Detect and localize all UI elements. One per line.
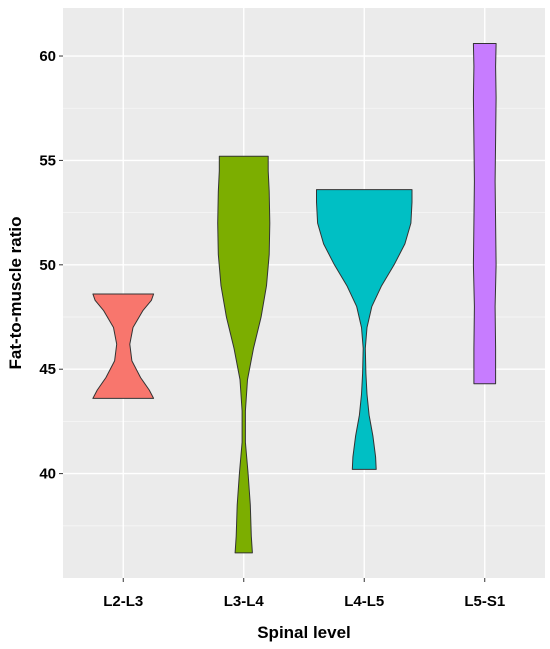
x-tick-label: L4-L5 — [344, 593, 384, 610]
x-axis: L2-L3 L3-L4 L4-L5 L5-S1 — [103, 578, 505, 610]
y-axis: 40 45 50 55 60 — [39, 48, 63, 483]
y-tick-label: 60 — [39, 48, 56, 65]
violin-l2-l3 — [92, 293, 155, 399]
violin-l4-l5 — [316, 189, 413, 470]
y-tick-label: 55 — [39, 152, 56, 169]
y-tick-label: 50 — [39, 257, 56, 274]
x-tick-label: L2-L3 — [103, 593, 143, 610]
minor-gridlines — [63, 107, 545, 527]
y-axis-title: Fat-to-muscle ratio — [6, 216, 25, 369]
violin-l3-l4 — [217, 155, 271, 554]
x-tick-label: L5-S1 — [464, 593, 505, 610]
violin-l5-s1 — [472, 43, 497, 385]
x-axis-title: Spinal level — [257, 623, 351, 642]
plot-panel — [63, 8, 545, 578]
y-tick-label: 45 — [39, 361, 56, 378]
violins — [92, 43, 497, 554]
y-tick-label: 40 — [39, 466, 56, 483]
x-tick-label: L3-L4 — [224, 593, 265, 610]
